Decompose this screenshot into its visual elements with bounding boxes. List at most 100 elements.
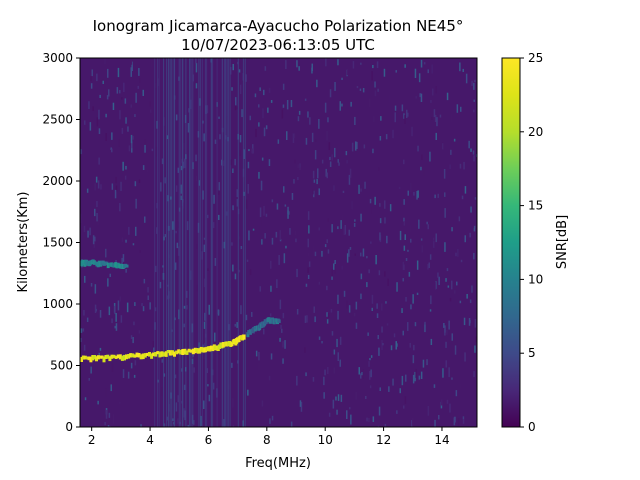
noise-cell <box>270 260 272 269</box>
noise-cell <box>351 142 354 152</box>
noise-cell <box>232 425 235 427</box>
noise-cell <box>394 105 397 111</box>
noise-cell <box>275 231 278 238</box>
interference-stripe <box>244 58 246 427</box>
noise-cell <box>108 89 110 97</box>
noise-cell <box>270 353 273 360</box>
noise-cell <box>99 310 102 318</box>
noise-cell <box>462 419 465 424</box>
noise-cell <box>339 101 341 111</box>
echo-cell <box>187 348 191 353</box>
noise-cell <box>348 174 351 185</box>
noise-cell <box>218 182 220 191</box>
noise-cell <box>444 325 446 333</box>
noise-cell <box>138 68 140 76</box>
noise-cell <box>430 295 432 305</box>
noise-cell <box>414 68 417 78</box>
interference-stripe <box>173 58 175 427</box>
noise-cell <box>430 100 432 103</box>
noise-cell <box>87 230 89 238</box>
noise-cell <box>299 400 302 407</box>
noise-cell <box>299 167 302 170</box>
noise-cell <box>395 341 397 350</box>
noise-cell <box>297 116 300 122</box>
noise-cell <box>142 306 145 312</box>
noise-cell <box>354 116 356 125</box>
noise-cell <box>186 290 188 298</box>
noise-cell <box>182 161 185 169</box>
noise-cell <box>269 313 272 317</box>
noise-cell <box>117 300 120 311</box>
noise-cell <box>89 227 91 236</box>
echo-cell <box>120 355 124 361</box>
noise-cell <box>90 366 92 374</box>
plot-area <box>79 57 478 428</box>
noise-cell <box>369 198 372 204</box>
noise-cell <box>339 336 342 345</box>
noise-cell <box>394 112 396 123</box>
noise-cell <box>236 189 238 197</box>
noise-cell <box>147 295 149 300</box>
noise-cell <box>80 328 83 333</box>
noise-cell <box>378 406 381 416</box>
noise-cell <box>162 265 164 268</box>
noise-cell <box>448 367 450 378</box>
noise-cell <box>132 243 135 246</box>
noise-cell <box>115 313 117 322</box>
noise-cell <box>98 157 100 165</box>
noise-cell <box>421 245 423 253</box>
noise-cell <box>286 100 289 110</box>
noise-cell <box>160 387 163 396</box>
noise-cell <box>420 166 422 171</box>
echo-cell <box>127 354 131 359</box>
noise-cell <box>392 129 394 139</box>
noise-cell <box>433 241 435 248</box>
echo-cell <box>104 355 108 359</box>
noise-cell <box>285 245 287 249</box>
noise-cell <box>119 203 121 212</box>
noise-cell <box>258 104 260 108</box>
echo-cell <box>110 354 114 359</box>
noise-cell <box>134 360 137 366</box>
noise-cell <box>164 234 167 238</box>
noise-cell <box>313 306 315 313</box>
noise-cell <box>92 106 94 111</box>
noise-cell <box>241 109 243 118</box>
noise-cell <box>243 149 245 159</box>
echo-cell <box>148 352 151 357</box>
noise-cell <box>217 309 220 315</box>
noise-cell <box>334 260 336 267</box>
noise-cell <box>369 385 372 389</box>
echo-cell <box>175 350 179 355</box>
noise-cell <box>408 271 411 277</box>
echo-cell <box>156 351 160 355</box>
noise-cell <box>318 227 320 231</box>
noise-cell <box>203 278 206 288</box>
noise-cell <box>111 132 113 140</box>
noise-cell <box>473 155 475 162</box>
noise-cell <box>469 232 471 238</box>
echo-cell <box>191 348 195 355</box>
noise-cell <box>401 375 404 386</box>
noise-cell <box>175 114 178 121</box>
noise-cell <box>277 139 280 144</box>
noise-cell <box>355 391 357 400</box>
noise-cell <box>172 418 174 421</box>
noise-cell <box>456 104 459 113</box>
noise-cell <box>381 340 383 350</box>
noise-cell <box>474 79 476 82</box>
noise-cell <box>453 417 456 426</box>
noise-cell <box>111 318 113 324</box>
noise-cell <box>304 347 306 353</box>
noise-cell <box>444 208 446 218</box>
noise-cell <box>451 333 453 341</box>
noise-cell <box>132 135 134 140</box>
noise-cell <box>127 371 130 379</box>
noise-cell <box>245 74 247 82</box>
noise-cell <box>114 305 116 315</box>
noise-cell <box>212 382 215 390</box>
noise-cell <box>290 421 293 427</box>
interference-stripe <box>163 58 165 427</box>
noise-cell <box>350 101 352 107</box>
